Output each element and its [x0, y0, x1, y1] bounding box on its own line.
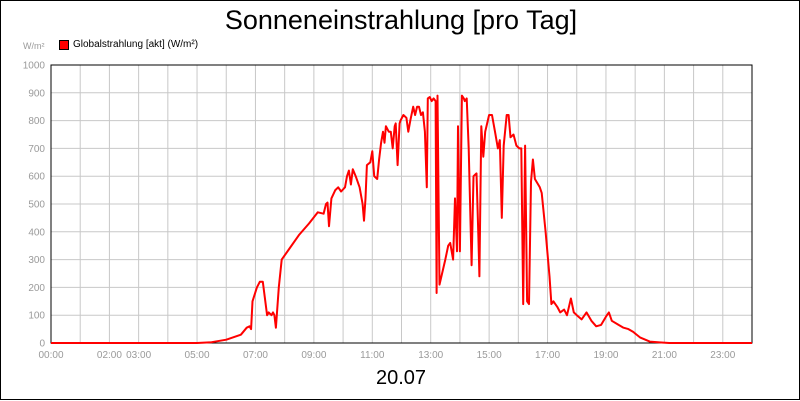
y-tick-label: 600 [28, 172, 45, 183]
y-axis-unit: W/m² [23, 41, 45, 51]
series-line [51, 94, 752, 344]
y-tick-label: 900 [28, 88, 45, 99]
x-tick-label: 13:00 [418, 350, 443, 361]
y-tick-label: 800 [28, 116, 45, 127]
y-tick-label: 100 [28, 311, 45, 322]
x-tick-label: 05:00 [185, 350, 210, 361]
y-tick-label: 0 [39, 339, 45, 350]
legend-label: Globalstrahlung [akt] (W/m²) [73, 39, 199, 50]
x-tick-label: 19:00 [593, 350, 618, 361]
date-label: 20.07 [375, 367, 427, 389]
plot-border [50, 64, 753, 344]
y-tick-label: 500 [28, 200, 45, 211]
legend: Globalstrahlung [akt] (W/m²) [59, 39, 198, 50]
legend-swatch-icon [59, 39, 69, 50]
y-tick-label: 1000 [23, 61, 46, 72]
x-tick-label: 15:00 [477, 350, 502, 361]
y-tick-label: 400 [28, 227, 45, 238]
y-tick-label: 700 [28, 144, 45, 155]
x-tick-label: 11:00 [360, 350, 385, 361]
x-tick-label: 03:00 [126, 350, 151, 361]
x-tick-label: 00:00 [38, 350, 63, 361]
x-tick-label: 23:00 [710, 350, 735, 361]
x-tick-label: 17:00 [535, 350, 560, 361]
x-tick-label: 02:00 [97, 350, 122, 361]
x-tick-label: 09:00 [301, 350, 326, 361]
y-tick-label: 300 [28, 255, 45, 266]
chart-title: Sonneneinstrahlung [pro Tag] [224, 5, 578, 35]
x-tick-label: 21:00 [652, 350, 677, 361]
y-tick-label: 200 [28, 283, 45, 294]
x-tick-label: 07:00 [243, 350, 268, 361]
